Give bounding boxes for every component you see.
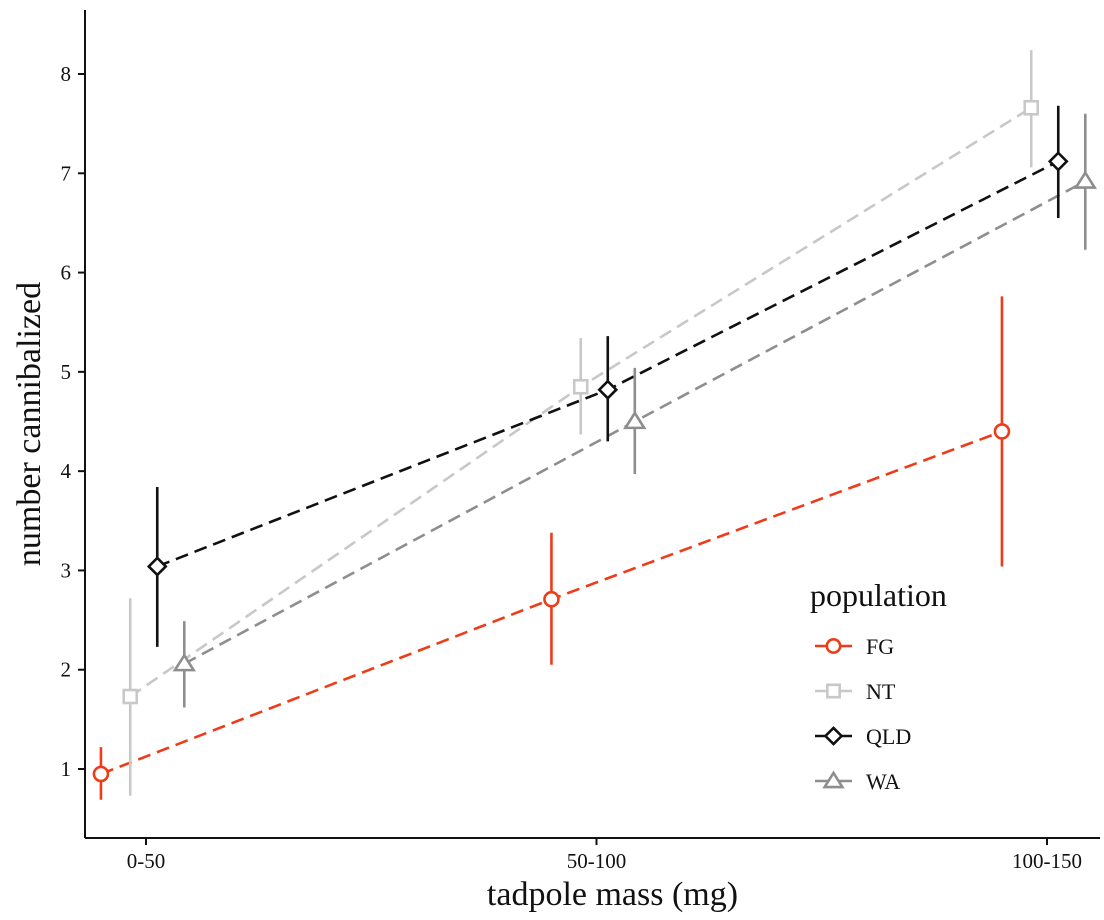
data-point-fg-0 xyxy=(92,765,110,783)
data-point-fg-2 xyxy=(993,423,1011,440)
x-tick-label-0: 0-50 xyxy=(127,849,166,873)
data-point-nt-1 xyxy=(572,378,589,395)
legend-marker-nt xyxy=(826,683,841,699)
legend-label-qld: QLD xyxy=(866,724,911,749)
data-point-fg-1 xyxy=(543,590,560,608)
y-tick-label-5: 5 xyxy=(61,360,72,384)
data-point-nt-0 xyxy=(122,688,139,705)
plot-lines xyxy=(100,106,1086,776)
data-point-qld-1 xyxy=(597,379,619,401)
legend-marker-qld xyxy=(823,726,844,746)
legend: population FG NT QLD WA xyxy=(810,577,947,794)
y-tick-label-2: 2 xyxy=(61,658,72,682)
legend-marker-fg xyxy=(825,638,842,654)
legend-title: population xyxy=(810,577,947,613)
data-point-qld-2 xyxy=(1047,151,1069,172)
legend-label-wa: WA xyxy=(866,769,900,794)
y-tick-label-1: 1 xyxy=(61,757,72,781)
legend-label-nt: NT xyxy=(866,679,896,704)
y-tick-label-8: 8 xyxy=(61,62,72,86)
data-point-wa-0 xyxy=(172,652,196,672)
axes: 1 2 3 4 5 6 7 8 0-50 50-100 100-150 tadpole mass (m… xyxy=(11,10,1100,913)
legend-label-fg: FG xyxy=(866,634,894,659)
data-point-nt-2 xyxy=(1023,99,1040,116)
y-tick-label-6: 6 xyxy=(61,261,72,285)
x-axis-title: tadpole mass (mg) xyxy=(487,876,738,913)
legend-marker-wa xyxy=(822,770,845,789)
x-tick-label-1: 50-100 xyxy=(567,849,627,873)
y-tick-label-7: 7 xyxy=(61,161,72,185)
data-point-qld-0 xyxy=(146,556,168,577)
y-tick-label-4: 4 xyxy=(61,459,72,483)
y-tick-label-3: 3 xyxy=(61,558,72,582)
x-tick-label-2: 100-150 xyxy=(1012,849,1082,873)
data-point-wa-2 xyxy=(1073,170,1097,189)
plot-markers xyxy=(92,99,1097,783)
data-point-wa-1 xyxy=(623,410,647,430)
plot-errorbars xyxy=(99,50,1087,800)
y-axis-title: number cannibalized xyxy=(11,282,48,566)
